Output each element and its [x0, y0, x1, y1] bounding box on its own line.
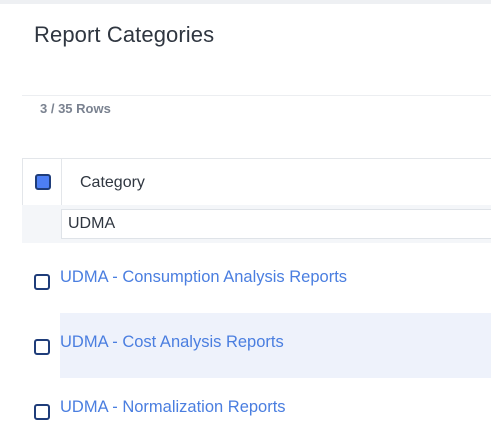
table-row[interactable]: UDMA - Cost Analysis Reports: [22, 313, 491, 378]
column-header-category[interactable]: Category: [80, 174, 145, 191]
top-strip: [0, 0, 491, 4]
row-checkbox[interactable]: [34, 339, 50, 355]
table-row[interactable]: UDMA - Normalization Reports: [22, 378, 491, 443]
category-link[interactable]: UDMA - Consumption Analysis Reports: [60, 268, 348, 286]
category-link[interactable]: UDMA - Normalization Reports: [60, 398, 286, 416]
select-all-checkbox[interactable]: [35, 174, 51, 190]
grid-top-border: [22, 158, 491, 159]
row-checkbox[interactable]: [34, 404, 50, 420]
title-divider: [22, 95, 491, 96]
row-highlight: [60, 313, 491, 378]
category-link[interactable]: UDMA - Cost Analysis Reports: [60, 333, 284, 351]
filter-row: [22, 205, 491, 243]
page-title: Report Categories: [34, 22, 215, 47]
category-filter-input[interactable]: [61, 209, 491, 239]
header-checkbox-cell: [22, 159, 62, 205]
category-grid: Category UDMA - Consumption Analysis Rep…: [22, 158, 491, 448]
row-count: 3 / 35 Rows: [40, 101, 111, 116]
table-row[interactable]: UDMA - Consumption Analysis Reports: [22, 248, 491, 313]
grid-header-row: Category: [22, 159, 491, 205]
row-checkbox[interactable]: [34, 274, 50, 290]
